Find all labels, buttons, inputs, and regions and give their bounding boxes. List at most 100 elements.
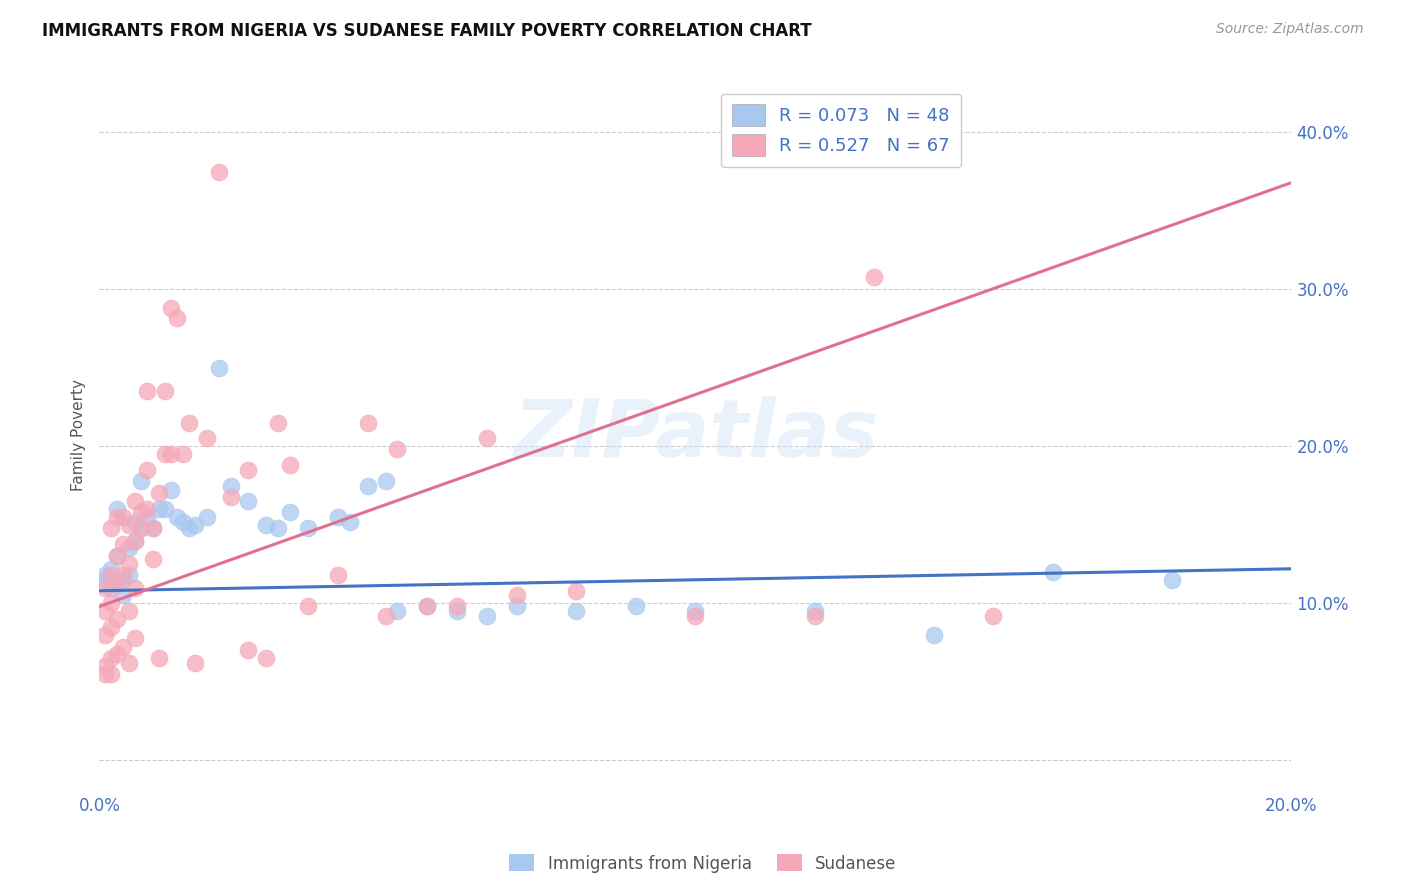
Point bbox=[94, 581, 117, 595]
Point bbox=[129, 521, 152, 535]
Point bbox=[238, 643, 260, 657]
Text: IMMIGRANTS FROM NIGERIA VS SUDANESE FAMILY POVERTY CORRELATION CHART: IMMIGRANTS FROM NIGERIA VS SUDANESE FAMI… bbox=[42, 22, 811, 40]
Point bbox=[624, 599, 647, 614]
Point bbox=[124, 581, 146, 595]
Point bbox=[136, 510, 159, 524]
Point bbox=[153, 384, 176, 399]
Point bbox=[100, 651, 122, 665]
Point bbox=[160, 483, 183, 498]
Point bbox=[172, 447, 194, 461]
Point bbox=[208, 360, 231, 375]
Point bbox=[118, 604, 141, 618]
Point bbox=[374, 474, 396, 488]
Point bbox=[112, 536, 135, 550]
Point bbox=[105, 549, 128, 564]
Point bbox=[124, 631, 146, 645]
Point bbox=[100, 521, 122, 535]
Point bbox=[446, 604, 468, 618]
Point bbox=[100, 581, 122, 595]
Point bbox=[105, 647, 128, 661]
Point bbox=[136, 463, 159, 477]
Point bbox=[100, 667, 122, 681]
Legend: Immigrants from Nigeria, Sudanese: Immigrants from Nigeria, Sudanese bbox=[503, 847, 903, 880]
Point bbox=[153, 502, 176, 516]
Point bbox=[238, 463, 260, 477]
Point bbox=[112, 568, 135, 582]
Point bbox=[136, 384, 159, 399]
Point bbox=[267, 521, 290, 535]
Point bbox=[339, 515, 361, 529]
Point bbox=[184, 517, 207, 532]
Point bbox=[118, 517, 141, 532]
Point bbox=[416, 599, 439, 614]
Point bbox=[374, 608, 396, 623]
Point bbox=[565, 583, 588, 598]
Point bbox=[208, 164, 231, 178]
Point bbox=[475, 608, 498, 623]
Point bbox=[505, 589, 527, 603]
Point bbox=[112, 589, 135, 603]
Point bbox=[1161, 573, 1184, 587]
Point bbox=[124, 515, 146, 529]
Point bbox=[105, 575, 128, 590]
Point bbox=[219, 490, 242, 504]
Point bbox=[94, 568, 117, 582]
Point bbox=[172, 515, 194, 529]
Point bbox=[148, 502, 170, 516]
Point bbox=[105, 502, 128, 516]
Point bbox=[100, 596, 122, 610]
Point bbox=[118, 541, 141, 556]
Point bbox=[124, 494, 146, 508]
Point bbox=[803, 604, 825, 618]
Point bbox=[326, 510, 349, 524]
Point bbox=[124, 533, 146, 548]
Legend: R = 0.073   N = 48, R = 0.527   N = 67: R = 0.073 N = 48, R = 0.527 N = 67 bbox=[721, 94, 960, 167]
Point bbox=[356, 478, 378, 492]
Point bbox=[565, 604, 588, 618]
Point bbox=[278, 505, 301, 519]
Point bbox=[278, 458, 301, 473]
Point bbox=[148, 486, 170, 500]
Point bbox=[94, 659, 117, 673]
Point bbox=[195, 432, 218, 446]
Point bbox=[148, 651, 170, 665]
Point bbox=[118, 557, 141, 571]
Point bbox=[124, 533, 146, 548]
Point bbox=[136, 502, 159, 516]
Point bbox=[446, 599, 468, 614]
Point bbox=[983, 608, 1005, 623]
Point bbox=[254, 517, 277, 532]
Point bbox=[505, 599, 527, 614]
Point bbox=[105, 612, 128, 626]
Point bbox=[142, 521, 165, 535]
Point bbox=[153, 447, 176, 461]
Point bbox=[160, 301, 183, 316]
Point bbox=[356, 416, 378, 430]
Point bbox=[166, 310, 188, 325]
Point bbox=[387, 604, 409, 618]
Point bbox=[94, 573, 117, 587]
Point bbox=[863, 269, 886, 284]
Point bbox=[118, 656, 141, 670]
Point bbox=[416, 599, 439, 614]
Point bbox=[112, 640, 135, 655]
Point bbox=[297, 599, 319, 614]
Point bbox=[387, 442, 409, 457]
Point bbox=[475, 432, 498, 446]
Text: Source: ZipAtlas.com: Source: ZipAtlas.com bbox=[1216, 22, 1364, 37]
Point bbox=[238, 494, 260, 508]
Point bbox=[254, 651, 277, 665]
Point bbox=[94, 628, 117, 642]
Point bbox=[922, 628, 945, 642]
Point bbox=[118, 568, 141, 582]
Point bbox=[1042, 565, 1064, 579]
Point bbox=[105, 510, 128, 524]
Point bbox=[184, 656, 207, 670]
Point bbox=[112, 573, 135, 587]
Text: ZIPatlas: ZIPatlas bbox=[513, 395, 877, 474]
Point bbox=[177, 416, 200, 430]
Point bbox=[160, 447, 183, 461]
Point bbox=[166, 510, 188, 524]
Point bbox=[105, 549, 128, 564]
Point bbox=[100, 562, 122, 576]
